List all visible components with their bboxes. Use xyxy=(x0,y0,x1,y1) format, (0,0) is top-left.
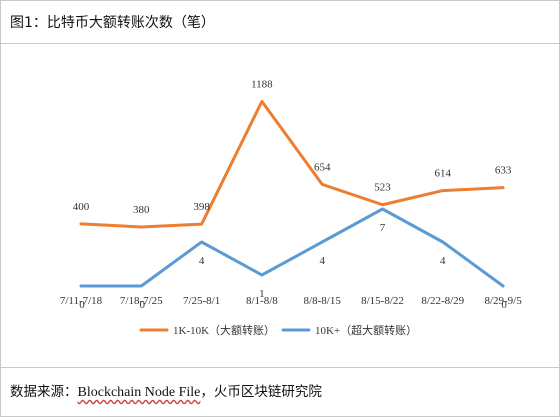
series-10k-plus-data-label: 0 xyxy=(501,299,507,311)
series-10k-plus-data-label: 0 xyxy=(79,299,85,311)
x-tick-label: 7/18-7/25 xyxy=(120,295,163,307)
x-tick-label: 8/1-8/8 xyxy=(246,295,278,307)
x-tick-label: 8/22-8/29 xyxy=(421,295,464,307)
series-1k-10k-data-label: 614 xyxy=(435,168,452,180)
series-1k-10k-data-label: 633 xyxy=(495,165,512,177)
legend-label: 10K+（超大额转账） xyxy=(315,323,417,337)
x-tick-label: 8/15-8/22 xyxy=(361,295,404,307)
series-10k-plus-data-label: 0 xyxy=(140,299,146,311)
series-10k-plus-data-label: 4 xyxy=(199,255,205,267)
series-10k-plus-data-label: 1 xyxy=(259,288,265,300)
source-prefix: 数据来源： xyxy=(10,384,78,400)
series-10k-plus-data-label: 4 xyxy=(440,255,446,267)
data-source: 数据来源：Blockchain Node File，火币区块链研究院 xyxy=(10,380,322,401)
series-1k-10k-data-label: 1188 xyxy=(251,78,273,90)
chart-title: 图1：比特币大额转账次数（笔） xyxy=(10,15,215,31)
legend-label: 1K-10K（大额转账） xyxy=(173,323,275,337)
source-name: Blockchain Node File xyxy=(77,385,201,400)
series-1k-10k-data-label: 398 xyxy=(193,201,210,213)
series-1k-10k-data-label: 523 xyxy=(374,182,391,194)
chart-area: 7/11-7/18 7/18-7/25 7/25-8/1 8/1-8/8 8/8-8/1… xyxy=(1,44,559,366)
series-10k-plus-data-label: 7 xyxy=(380,222,386,234)
source-bar: 数据来源：Blockchain Node File，火币区块链研究院 xyxy=(1,367,559,417)
line-chart: 7/11-7/18 7/18-7/25 7/25-8/1 8/1-8/8 8/8-8/1… xyxy=(60,78,522,337)
legend-item-10k-plus: 10K+（超大额转账） xyxy=(281,323,417,337)
series-10k-plus-line xyxy=(79,207,505,288)
series-10k-plus-data-label: 4 xyxy=(319,255,325,267)
series-1k-10k-line xyxy=(79,99,505,229)
source-suffix: ，火币区块链研究院 xyxy=(200,384,322,400)
series-1k-10k-data-label: 380 xyxy=(133,204,150,216)
x-tick-label: 8/29-9/5 xyxy=(484,295,522,307)
legend-item-1k-10k: 1K-10K（大额转账） xyxy=(139,323,275,337)
series-1k-10k-data-label: 400 xyxy=(73,201,90,213)
x-tick-label: 7/11-7/18 xyxy=(60,295,103,307)
series-1k-10k-data-label: 654 xyxy=(314,161,331,173)
x-tick-label: 7/25-8/1 xyxy=(183,295,220,307)
title-bar: 图1：比特币大额转账次数（笔） xyxy=(1,1,559,44)
x-tick-label: 8/8-8/15 xyxy=(304,295,342,307)
